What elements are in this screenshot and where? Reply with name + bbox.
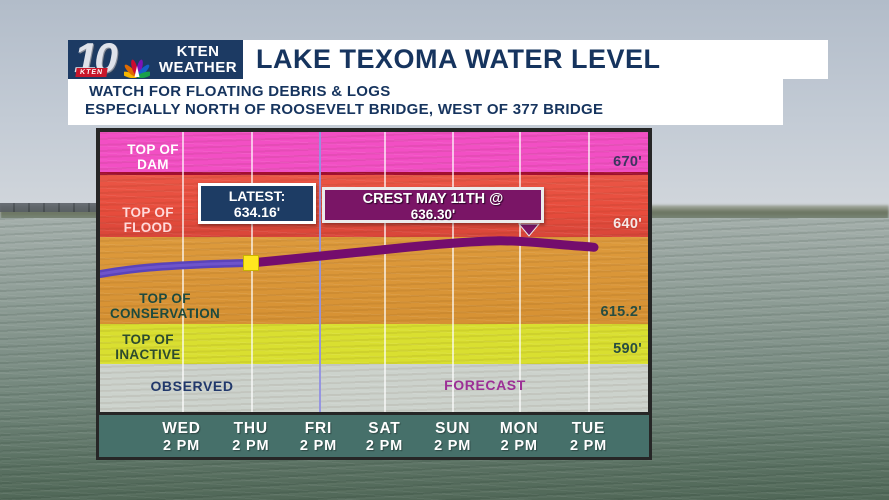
axis-tick-thu: THU 2 PM: [232, 420, 269, 454]
axis-day-label: SUN: [435, 420, 471, 437]
station-name: KTEN WEATHER: [156, 44, 240, 76]
nbc-peacock-icon: [124, 59, 150, 78]
current-time-marker: [243, 255, 259, 271]
page-title: LAKE TEXOMA WATER LEVEL: [256, 44, 661, 74]
station-name-line2: WEATHER: [158, 58, 238, 76]
crest-value: 636.30': [410, 207, 456, 222]
latest-value: 634.16': [233, 204, 281, 220]
warning-band: WATCH FOR FLOATING DEBRIS & LOGS ESPECIA…: [68, 79, 783, 125]
station-logo-box: 10 KTEN KTEN WEATHER: [68, 34, 243, 81]
legend-forecast: FORECAST: [444, 377, 526, 393]
label-top-of-flood: TOP OF FLOOD: [122, 205, 174, 235]
axis-day-label: MON: [499, 420, 539, 437]
axis-day-label: TUE: [571, 420, 606, 437]
gridline-fri: [318, 132, 321, 412]
kten-logo-chip: KTEN: [75, 68, 108, 77]
axis-tick-tue: TUE 2 PM: [570, 420, 607, 454]
axis-tick-wed: WED 2 PM: [162, 420, 201, 454]
forecast-line: [246, 236, 599, 268]
legend-observed: OBSERVED: [150, 378, 234, 394]
station-name-line1: KTEN: [176, 43, 220, 60]
tick-590ft: 590': [613, 341, 642, 357]
axis-tick-fri: FRI 2 PM: [300, 420, 337, 454]
axis-time-label: 2 PM: [162, 437, 201, 454]
gridline-thu: [251, 132, 254, 412]
label-top-of-dam: TOP OF DAM: [127, 142, 179, 172]
warning-line2: ESPECIALLY NORTH OF ROOSEVELT BRIDGE, WE…: [85, 101, 604, 118]
gridline-mon: [518, 132, 521, 412]
axis-time-label: 2 PM: [569, 437, 608, 454]
band-top-of-dam: [100, 132, 648, 172]
time-axis-bar: WED 2 PM THU 2 PM FRI 2 PM SAT 2 PM SUN …: [96, 412, 652, 460]
axis-time-label: 2 PM: [365, 437, 403, 454]
tick-615ft: 615.2': [600, 304, 642, 320]
latest-label: LATEST:: [228, 188, 286, 204]
latest-value-callout: LATEST: 634.16': [198, 183, 316, 224]
dam-separator-line: [100, 172, 648, 175]
axis-day-label: SAT: [368, 420, 401, 437]
axis-time-label: 2 PM: [232, 437, 270, 454]
crest-pointer-icon: [517, 223, 541, 237]
crest-callout: CREST MAY 11TH @ 636.30': [322, 187, 544, 223]
warning-line1: WATCH FOR FLOATING DEBRIS & LOGS: [89, 83, 391, 100]
axis-time-label: 2 PM: [500, 437, 538, 454]
water-texture-overlay: [100, 132, 648, 412]
observed-line-highlight: [100, 261, 252, 276]
axis-tick-mon: MON 2 PM: [500, 420, 539, 454]
band-top-of-inactive: [100, 324, 648, 364]
bridge-photo: [0, 203, 96, 212]
band-below-inactive: [100, 364, 648, 412]
tick-640ft: 640': [613, 216, 642, 232]
axis-day-label: WED: [162, 420, 201, 437]
water-level-line-plot: [100, 223, 599, 278]
axis-day-label: THU: [233, 420, 268, 437]
tick-670ft: 670': [613, 154, 642, 170]
label-top-of-conservation: TOP OF CONSERVATION: [109, 291, 221, 321]
title-band: LAKE TEXOMA WATER LEVEL: [243, 40, 828, 79]
axis-tick-sun: SUN 2 PM: [434, 420, 471, 454]
gridline-sun: [452, 132, 455, 412]
axis-tick-sat: SAT 2 PM: [366, 420, 403, 454]
gridline-wed: [182, 132, 185, 412]
axis-day-label: FRI: [304, 420, 333, 437]
crest-line1: CREST MAY 11TH @: [362, 191, 504, 207]
axis-time-label: 2 PM: [299, 437, 337, 454]
gridline-tue: [587, 132, 590, 412]
water-level-chart: TOP OF DAM TOP OF FLOOD TOP OF CONSERVAT…: [96, 128, 652, 416]
label-top-of-inactive: TOP OF INACTIVE: [115, 332, 181, 362]
gridline-sat: [384, 132, 387, 412]
axis-time-label: 2 PM: [434, 437, 472, 454]
